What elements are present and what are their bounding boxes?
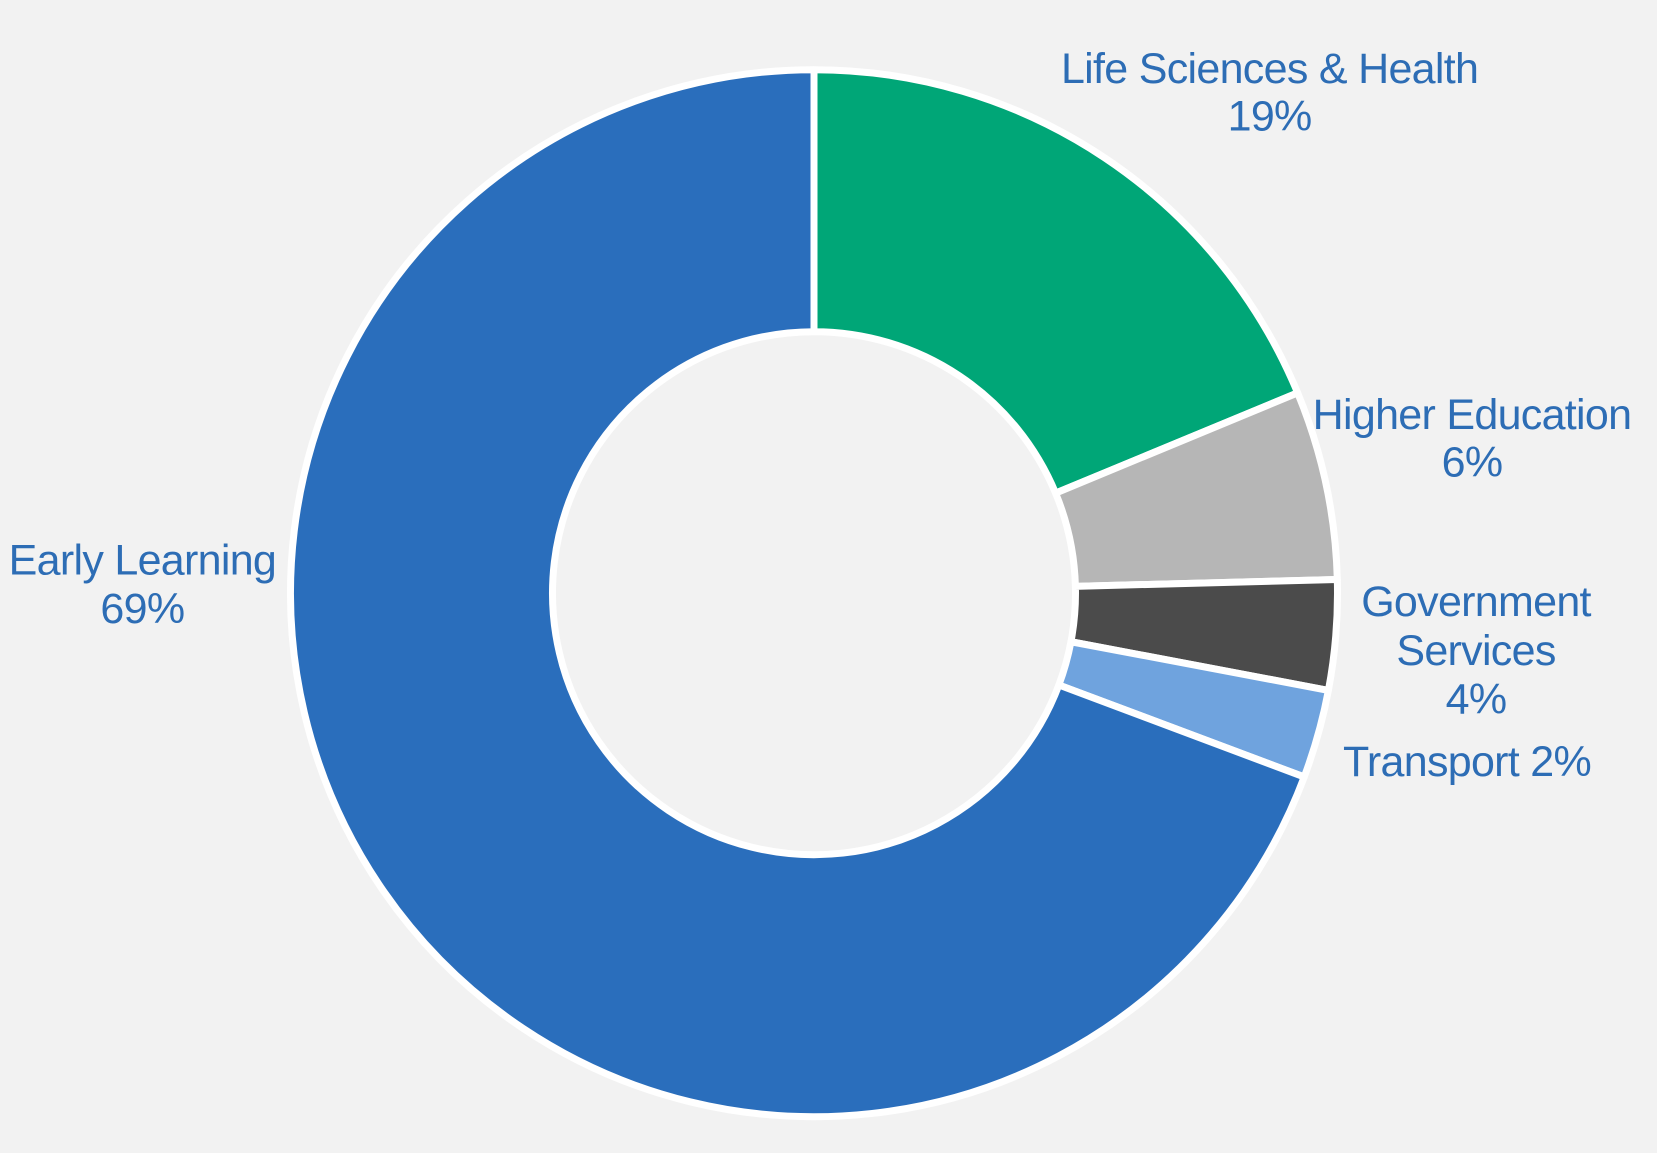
svg-text:Government: Government <box>1361 578 1591 626</box>
svg-text:69%: 69% <box>100 585 184 633</box>
svg-text:4%: 4% <box>1446 676 1507 724</box>
svg-text:Services: Services <box>1396 627 1555 675</box>
svg-text:6%: 6% <box>1442 439 1503 487</box>
svg-text:Early Learning: Early Learning <box>9 537 276 585</box>
svg-text:Transport 2%: Transport 2% <box>1343 738 1591 786</box>
svg-text:Life Sciences & Health: Life Sciences & Health <box>1061 45 1478 93</box>
svg-text:Higher Education: Higher Education <box>1313 391 1632 439</box>
svg-text:19%: 19% <box>1228 92 1312 140</box>
